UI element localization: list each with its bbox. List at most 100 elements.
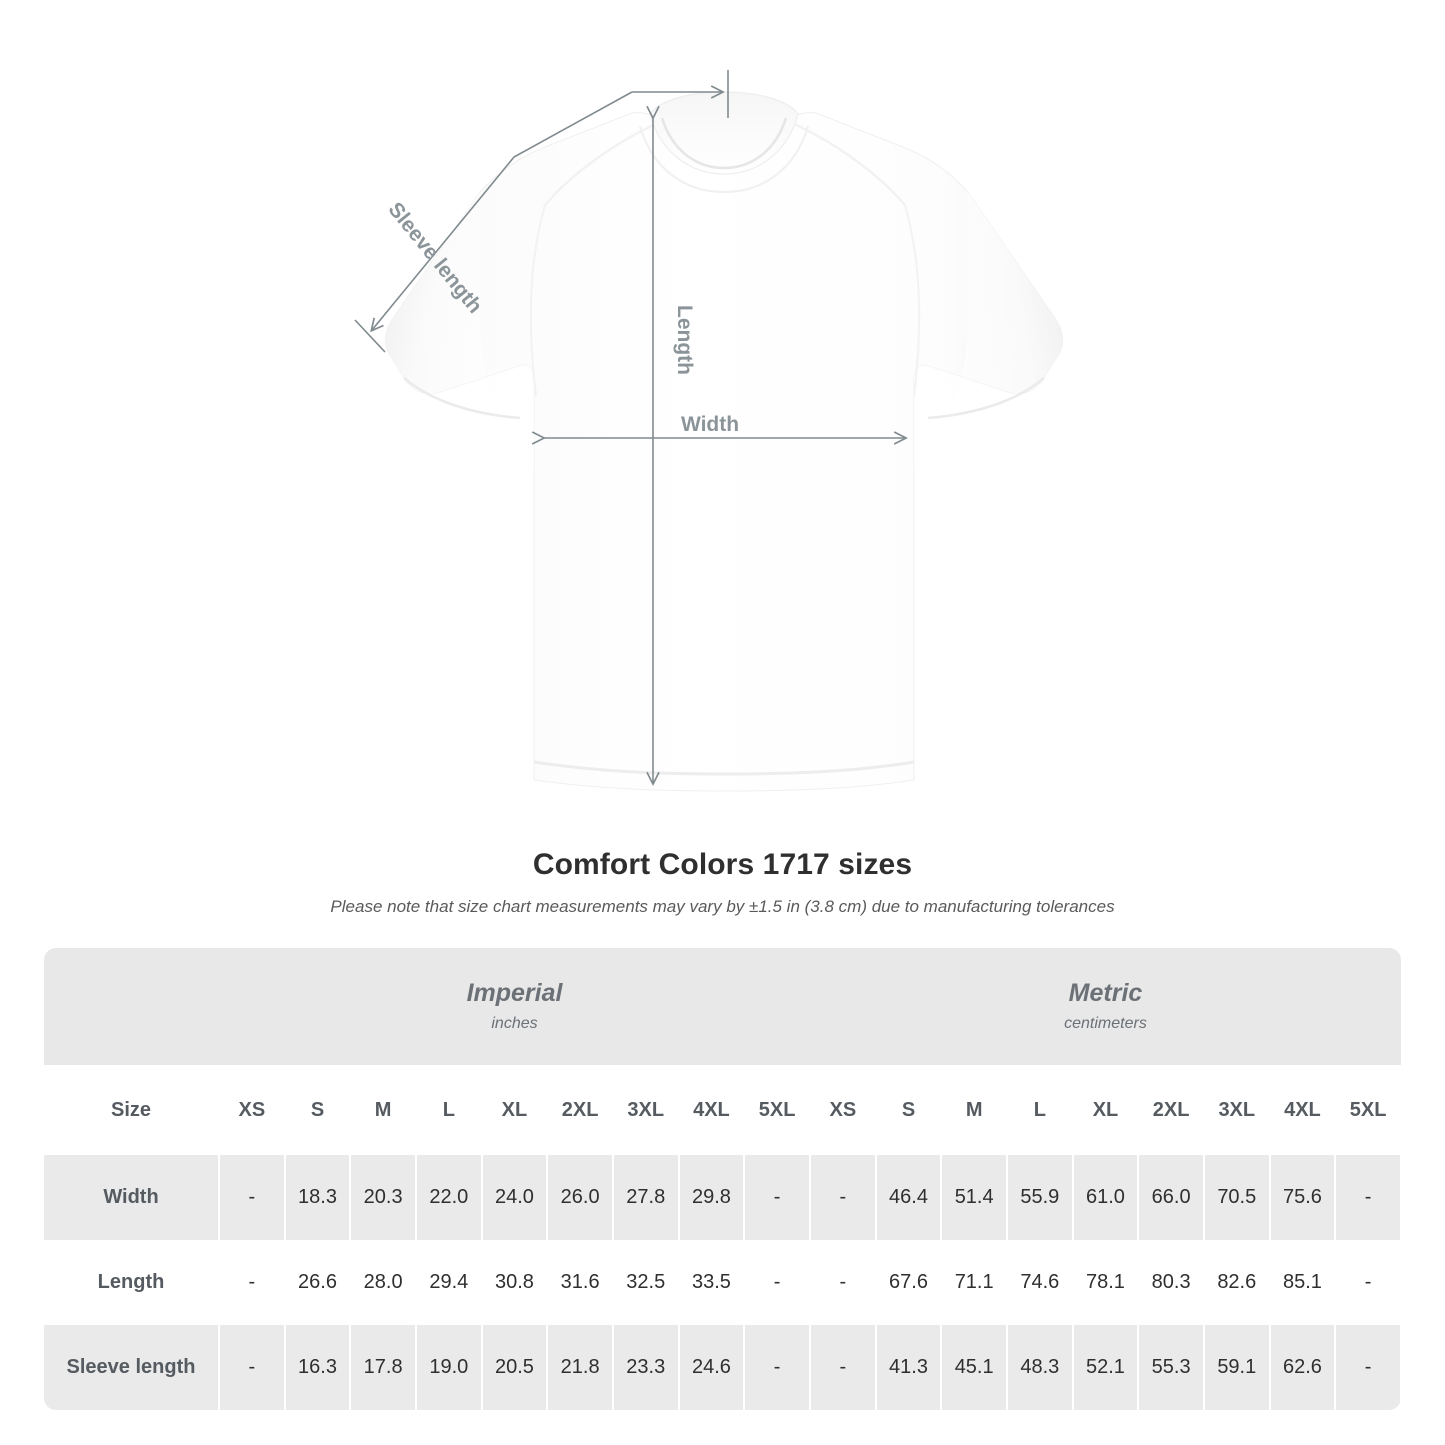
table-row: Length -26.6 28.0 29.4 30.8 31.6 32.5 33.5- -67.… bbox=[44, 1240, 1402, 1325]
cell-length-imperial-xs: - bbox=[219, 1240, 286, 1325]
size-chart-table: Imperial inches Metric centimeters Size XS S M L… bbox=[44, 948, 1402, 1410]
cell-width-imperial-xs: - bbox=[219, 1155, 286, 1240]
cell-length-metric-xs: - bbox=[810, 1240, 877, 1325]
cell-sleeve-length-imperial-xs: - bbox=[219, 1325, 286, 1410]
cell-sleeve-length-metric-s: 41.3 bbox=[875, 1325, 943, 1410]
size-header-xs: XS bbox=[219, 1065, 286, 1155]
size-header-4xl: 4XL bbox=[678, 1065, 746, 1155]
cell-width-metric-3xl: 70.5 bbox=[1203, 1155, 1271, 1240]
tshirt-diagram: Sleeve length Length Width bbox=[354, 70, 1064, 792]
size-header-row: Size XS S M L XL 2XL 3XL 4XL 5XL XS S M L XL 2XL 3XL 4XL 5… bbox=[44, 1065, 1402, 1155]
unit-group-unit: centimeters bbox=[1064, 1014, 1147, 1032]
cell-length-metric-2xl: 80.3 bbox=[1138, 1240, 1205, 1325]
cell-sleeve-length-metric-xs: - bbox=[810, 1325, 877, 1410]
cell-width-metric-l: 55.9 bbox=[1006, 1155, 1074, 1240]
cell-length-imperial-3xl: 32.5 bbox=[612, 1240, 680, 1325]
cell-sleeve-length-metric-2xl: 55.3 bbox=[1138, 1325, 1205, 1410]
cell-length-imperial-s: 26.6 bbox=[284, 1240, 352, 1325]
cell-sleeve-length-metric-m: 45.1 bbox=[941, 1325, 1008, 1410]
row-label-sleeve-length: Sleeve length bbox=[44, 1325, 220, 1410]
cell-width-imperial-3xl: 27.8 bbox=[612, 1155, 680, 1240]
cell-sleeve-length-imperial-xl: 20.5 bbox=[481, 1325, 549, 1410]
unit-group-unit: inches bbox=[491, 1014, 538, 1032]
size-header-xl: XL bbox=[481, 1065, 549, 1155]
cell-length-metric-l: 74.6 bbox=[1006, 1240, 1074, 1325]
length-label: Length bbox=[673, 305, 696, 375]
cell-width-imperial-m: 20.3 bbox=[350, 1155, 417, 1240]
cell-width-metric-4xl: 75.6 bbox=[1269, 1155, 1337, 1240]
cell-width-imperial-5xl: - bbox=[744, 1155, 812, 1240]
cell-width-metric-5xl: - bbox=[1335, 1155, 1402, 1240]
size-header-l: L bbox=[1006, 1065, 1074, 1155]
size-header-2xl: 2XL bbox=[1138, 1065, 1205, 1155]
cell-width-metric-xs: - bbox=[810, 1155, 877, 1240]
unit-group-name: Metric bbox=[1068, 979, 1143, 1008]
cell-sleeve-length-imperial-4xl: 24.6 bbox=[678, 1325, 746, 1410]
page-subtitle: Please note that size chart measurements… bbox=[330, 897, 1115, 916]
cell-length-imperial-4xl: 33.5 bbox=[678, 1240, 746, 1325]
cell-length-metric-5xl: - bbox=[1335, 1240, 1402, 1325]
size-label-cell: Size bbox=[44, 1065, 220, 1155]
cell-width-imperial-s: 18.3 bbox=[284, 1155, 352, 1240]
cell-length-imperial-5xl: - bbox=[744, 1240, 812, 1325]
collar-shape bbox=[649, 91, 799, 175]
cell-sleeve-length-metric-3xl: 59.1 bbox=[1203, 1325, 1271, 1410]
size-header-4xl: 4XL bbox=[1269, 1065, 1337, 1155]
size-header-5xl: 5XL bbox=[1335, 1065, 1402, 1155]
cell-width-metric-m: 51.4 bbox=[941, 1155, 1008, 1240]
width-annotation: Width bbox=[543, 413, 905, 438]
row-label-width: Width bbox=[44, 1155, 220, 1240]
unit-header-spacer bbox=[44, 948, 219, 1065]
cell-width-metric-2xl: 66.0 bbox=[1138, 1155, 1205, 1240]
size-header-2xl: 2XL bbox=[547, 1065, 614, 1155]
cell-sleeve-length-metric-xl: 52.1 bbox=[1072, 1325, 1140, 1410]
unit-group-name: Imperial bbox=[466, 979, 563, 1008]
size-header-s: S bbox=[875, 1065, 943, 1155]
size-header-m: M bbox=[941, 1065, 1008, 1155]
size-chart-table-container: Imperial inches Metric centimeters Size XS S M L… bbox=[44, 948, 1402, 1410]
cell-length-metric-s: 67.6 bbox=[875, 1240, 943, 1325]
size-header-5xl: 5XL bbox=[744, 1065, 812, 1155]
cell-sleeve-length-imperial-l: 19.0 bbox=[415, 1325, 483, 1410]
cell-sleeve-length-metric-4xl: 62.6 bbox=[1269, 1325, 1337, 1410]
cell-sleeve-length-metric-l: 48.3 bbox=[1006, 1325, 1074, 1410]
cell-length-imperial-xl: 30.8 bbox=[481, 1240, 549, 1325]
cell-width-imperial-2xl: 26.0 bbox=[547, 1155, 614, 1240]
size-header-3xl: 3XL bbox=[1203, 1065, 1271, 1155]
length-annotation: Length bbox=[653, 117, 696, 783]
cell-sleeve-length-metric-5xl: - bbox=[1335, 1325, 1402, 1410]
size-header-xs: XS bbox=[810, 1065, 877, 1155]
cell-sleeve-length-imperial-5xl: - bbox=[744, 1325, 812, 1410]
cell-width-imperial-4xl: 29.8 bbox=[678, 1155, 746, 1240]
cell-width-metric-xl: 61.0 bbox=[1072, 1155, 1140, 1240]
cell-length-imperial-2xl: 31.6 bbox=[547, 1240, 614, 1325]
cell-length-metric-4xl: 85.1 bbox=[1269, 1240, 1337, 1325]
cell-length-metric-3xl: 82.6 bbox=[1203, 1240, 1271, 1325]
cell-width-imperial-xl: 24.0 bbox=[481, 1155, 549, 1240]
cell-length-metric-xl: 78.1 bbox=[1072, 1240, 1140, 1325]
table-row: Width -18.3 20.3 22.0 24.0 26.0 27.8 29.8- -46.4… bbox=[44, 1155, 1402, 1240]
cell-sleeve-length-imperial-2xl: 21.8 bbox=[547, 1325, 614, 1410]
cell-width-metric-s: 46.4 bbox=[875, 1155, 943, 1240]
size-header-s: S bbox=[284, 1065, 352, 1155]
sleeve-measure-line bbox=[372, 91, 633, 330]
unit-header-row: Imperial inches Metric centimeters bbox=[44, 948, 1401, 1065]
size-header-l: L bbox=[415, 1065, 483, 1155]
shirt-body-shape bbox=[384, 91, 1064, 792]
cell-length-imperial-m: 28.0 bbox=[350, 1240, 417, 1325]
size-header-xl: XL bbox=[1072, 1065, 1140, 1155]
unit-group-metric: Metric centimeters bbox=[810, 948, 1401, 1065]
size-header-m: M bbox=[350, 1065, 417, 1155]
cell-sleeve-length-imperial-m: 17.8 bbox=[350, 1325, 417, 1410]
cell-sleeve-length-imperial-s: 16.3 bbox=[284, 1325, 352, 1410]
cell-length-metric-m: 71.1 bbox=[941, 1240, 1008, 1325]
unit-group-imperial: Imperial inches bbox=[219, 948, 811, 1065]
sleeve-end-tick bbox=[354, 319, 386, 353]
table-row: Sleeve length -16.3 17.8 19.0 20.5 21.8 23.3 24… bbox=[44, 1325, 1402, 1410]
cell-width-imperial-l: 22.0 bbox=[415, 1155, 483, 1240]
width-label: Width bbox=[681, 413, 739, 436]
cell-sleeve-length-imperial-3xl: 23.3 bbox=[612, 1325, 680, 1410]
cell-length-imperial-l: 29.4 bbox=[415, 1240, 483, 1325]
tshirt-illustration: Sleeve length Length Width bbox=[354, 70, 1064, 792]
page-title: Comfort Colors 1717 sizes bbox=[532, 848, 913, 881]
